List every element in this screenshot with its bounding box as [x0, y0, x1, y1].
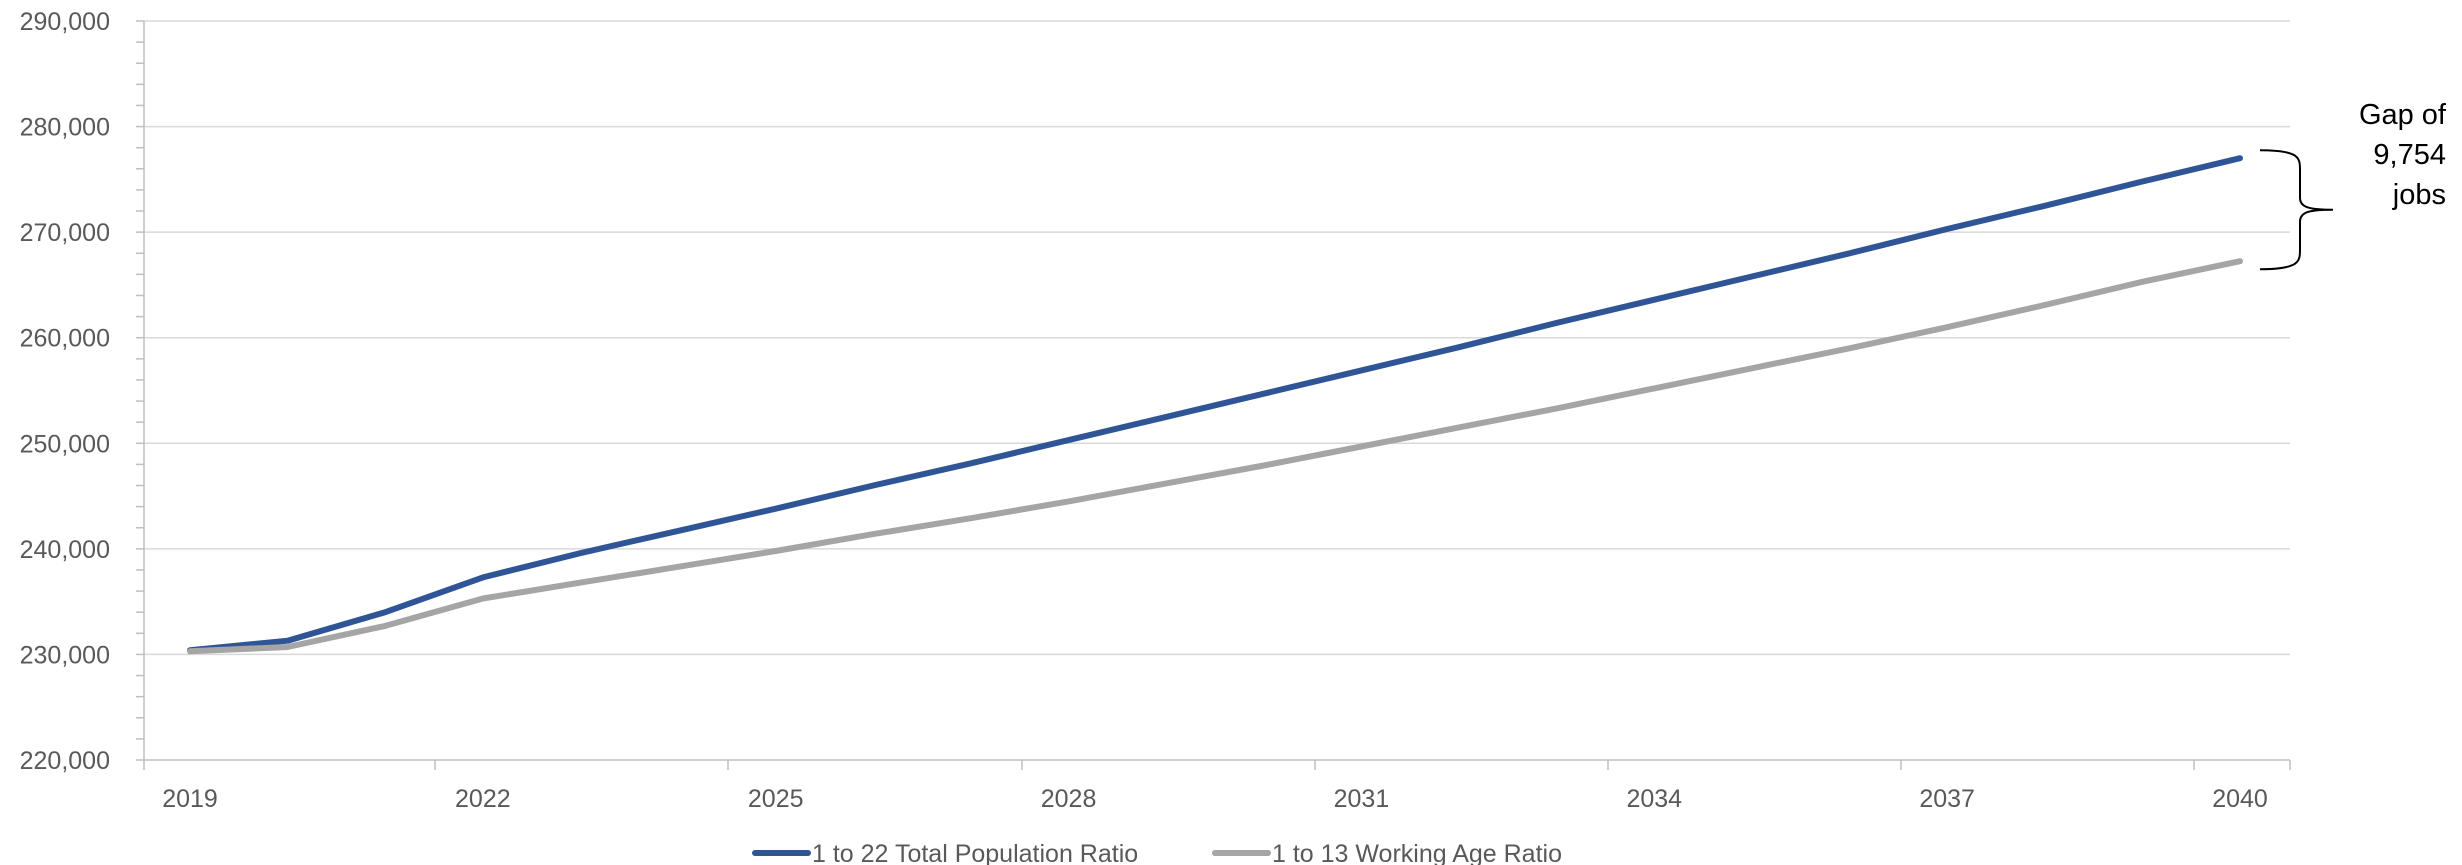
y-tick-label: 260,000 [20, 325, 110, 353]
x-tick-label: 2031 [1334, 785, 1390, 813]
legend-item-1: 1 to 22 Total Population Ratio [752, 840, 1138, 865]
annotation-line-3: jobs [2392, 179, 2446, 211]
x-axis: 2019 2022 2025 2028 2031 2034 2037 2040 [143, 759, 2291, 813]
x-tick-label: 2037 [1919, 785, 1975, 813]
series-line-2 [187, 258, 2243, 655]
x-tick-label: 2034 [1626, 785, 1682, 813]
x-tick-label: 2040 [2212, 785, 2268, 813]
legend-item-2: 1 to 13 Working Age Ratio [1212, 840, 1562, 865]
y-tick-label: 240,000 [20, 536, 110, 564]
y-tick-label: 230,000 [20, 641, 110, 669]
series-line-1 [187, 155, 2243, 654]
gap-brace [2259, 149, 2334, 271]
grid-lines [144, 20, 2290, 656]
legend: 1 to 22 Total Population Ratio 1 to 13 Wo… [752, 840, 1562, 865]
y-tick-label: 250,000 [20, 430, 110, 458]
x-tick-label: 2028 [1041, 785, 1097, 813]
y-tick-label: 220,000 [20, 747, 110, 775]
y-tick-label: 280,000 [20, 114, 110, 142]
legend-label: 1 to 13 Working Age Ratio [1272, 840, 1562, 865]
legend-label: 1 to 22 Total Population Ratio [812, 840, 1138, 865]
series-lines [187, 155, 2243, 655]
annotation-line-1: Gap of [2359, 99, 2447, 131]
x-tick-label: 2022 [455, 785, 511, 813]
x-tick-label: 2019 [162, 785, 218, 813]
y-tick-label: 290,000 [20, 8, 110, 36]
y-axis: 220,000 230,000 240,000 250,000 260,000 270,0… [20, 8, 145, 775]
gap-annotation: Gap of 9,754 jobs [2259, 99, 2447, 271]
annotation-line-2: 9,754 [2373, 139, 2446, 171]
x-tick-label: 2025 [748, 785, 804, 813]
y-tick-label: 270,000 [20, 219, 110, 247]
